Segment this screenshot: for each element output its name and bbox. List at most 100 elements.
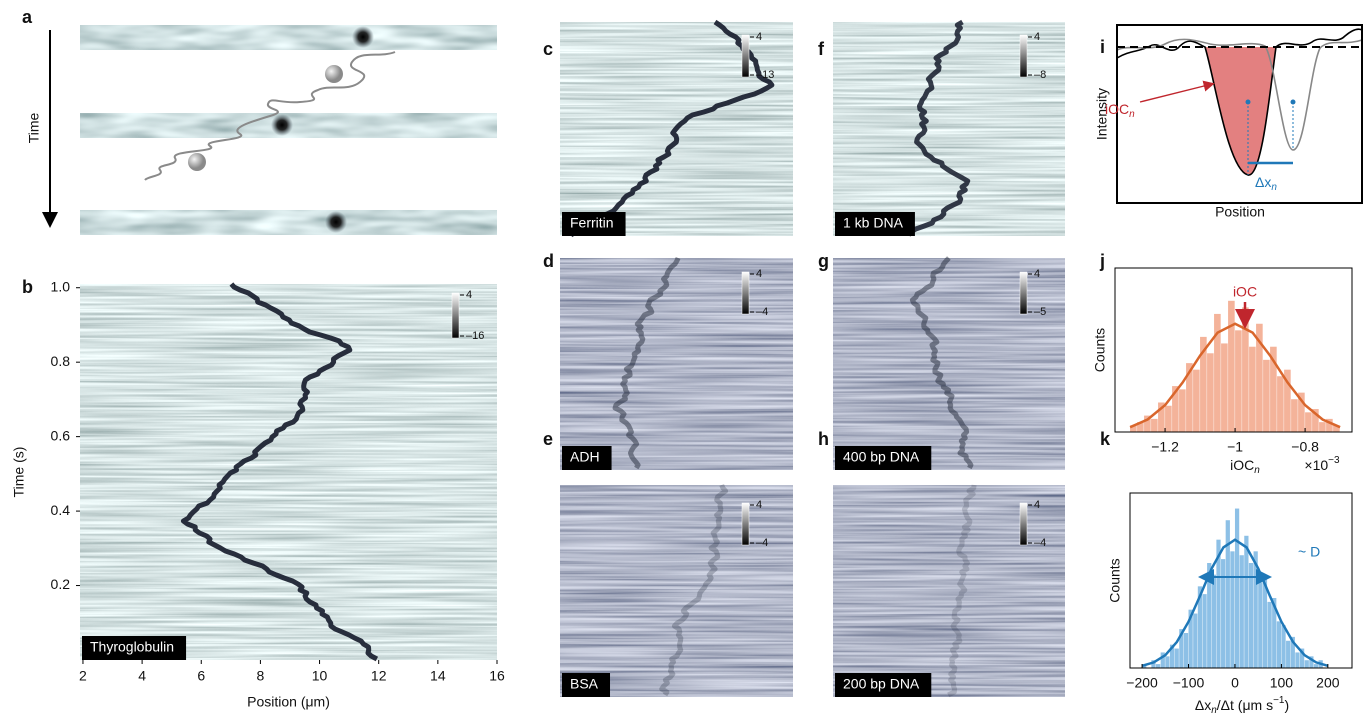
x-axis-label-part: Δx [1195,697,1211,713]
histogram-bar [1165,656,1170,668]
trajectory [612,257,681,470]
histogram-bar [1160,652,1165,668]
histogram-bar [1169,644,1175,668]
histogram-bar [1262,574,1268,668]
sample-label-bg [562,446,612,470]
trajectory [906,19,971,237]
sample-label: 200 bp DNA [843,676,920,692]
histogram-bar [1309,656,1314,668]
annotation: iOC [1233,284,1257,300]
x-tick-label: 2 [79,668,87,684]
sample-label: ADH [570,449,600,465]
colorbar-label: –4 [756,306,768,318]
x-axis-label-part: /Δt (μm s [1217,697,1273,713]
histogram-bar [1200,336,1207,432]
histogram-bar [1193,369,1200,432]
histogram-bar [1221,343,1228,432]
panel-label: g [818,251,829,271]
kymograph [833,258,1065,470]
histogram-bar [1299,648,1305,668]
ioc-label-part: iOC [1105,101,1129,117]
histogram-bar [1225,520,1230,668]
panel-a: Time a [22,7,497,235]
histogram-bar [1253,551,1258,668]
histogram-bar [1235,330,1242,432]
panel-label: j [1099,251,1105,271]
histogram-bar [1130,425,1137,432]
x-axis-label-part: iOC [1230,457,1254,473]
sample-label: 1 kb DNA [843,215,904,231]
histogram-bar [1228,300,1235,432]
colorbar-label: 4 [756,499,762,511]
histogram-bar [1179,389,1186,432]
ioc-area [1205,47,1276,176]
y-axis-label: Intensity [1094,88,1110,140]
sample-label: Thyroglobulin [90,639,174,655]
dx-label-part: Δx [1255,174,1271,190]
x-tick-label: 8 [257,668,265,684]
colorbar [741,271,750,315]
histogram-bar [1248,563,1254,668]
x-axis-label-part: −1 [1273,695,1285,706]
colorbar [741,502,750,546]
ioc-label: iOCn [1105,101,1135,120]
histogram-bar [1158,402,1165,432]
colorbar-label: –5 [1034,306,1046,318]
histogram-bar [1207,353,1214,432]
histogram-bar [1156,664,1161,668]
particle-spot [325,211,347,233]
colorbar [1019,271,1028,315]
multiplier-part: ×10 [1304,457,1328,473]
trajectory [144,51,396,181]
colorbar [741,34,750,78]
sample-label: 400 bp DNA [843,449,920,465]
histogram-bar [1313,664,1319,668]
x-tick-label: −100 [1173,675,1205,691]
histogram-bar [1244,535,1249,668]
histogram-bar [1272,598,1277,668]
histogram-bar [1230,551,1235,668]
x-tick-label: 16 [489,668,505,684]
histogram-bar [1239,555,1244,668]
sample-label-bg [835,212,915,236]
annotation: ~ D [1298,544,1320,560]
histogram-bar [1186,363,1193,432]
x-axis-label: Δxn/Δt (μm s−1) [1195,695,1289,716]
y-tick-label: 0.8 [51,353,71,369]
sample-label: Ferritin [570,215,614,231]
x-tick-label: −1 [1227,439,1243,455]
histogram-bar [1319,422,1326,432]
histogram-bar [1202,594,1207,668]
dx-label: Δxn [1255,174,1277,193]
y-axis-label: Counts [1107,558,1123,602]
histogram-bar [1291,399,1298,432]
panel-label: f [818,39,825,59]
axes-frame [1116,24,1363,204]
histogram-bar [1326,418,1333,432]
histogram-bar [1333,425,1340,432]
histogram-bar [1165,405,1172,432]
panel-label: c [543,39,553,59]
histogram-bar [1295,652,1300,668]
multiplier-part: −3 [1328,455,1340,466]
y-tick-label: 0.2 [51,576,71,592]
x-tick-label: −200 [1126,675,1158,691]
particle-spot [352,26,374,48]
histogram-bar [1197,586,1203,668]
x-axis-label-part: n [1211,705,1217,716]
histogram-bar [1281,625,1286,668]
histogram-bar [1242,307,1249,432]
sample-label-bg [562,212,626,236]
panel-label: a [22,7,33,27]
histogram-bar [1207,563,1212,668]
panel-label: b [22,277,33,297]
colorbar [1019,502,1028,546]
sample-label-bg [835,673,932,697]
x-axis-label: Position [1215,204,1265,220]
colorbar-label: –4 [1034,537,1046,549]
frame-strip [80,210,497,235]
colorbar-label: 4 [1034,31,1040,43]
histogram-bar [1193,613,1198,668]
histogram-bar [1284,369,1291,432]
